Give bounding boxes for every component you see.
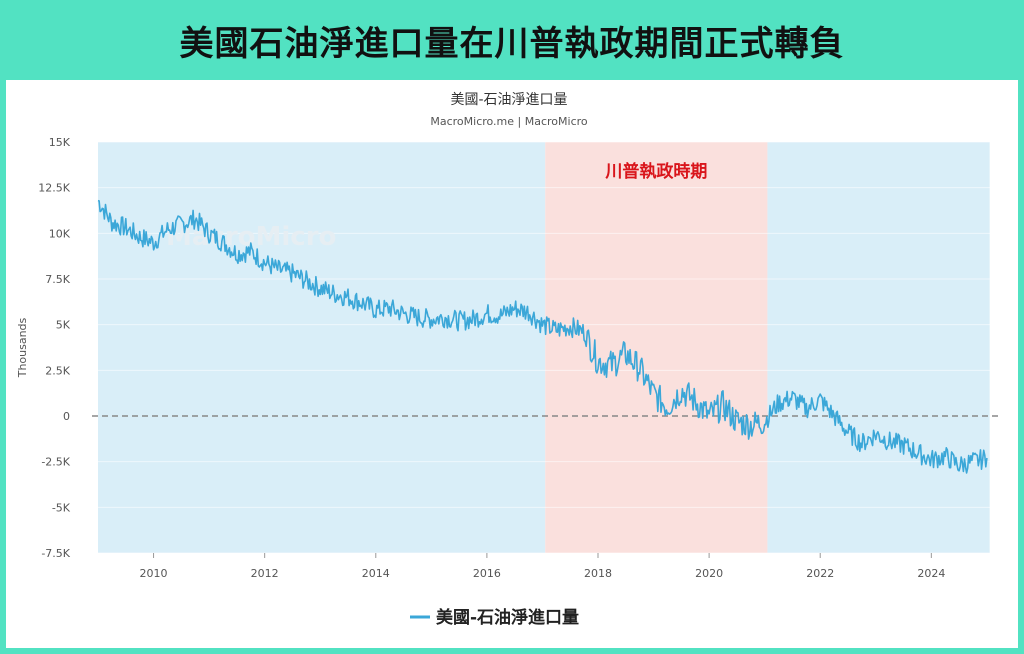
chart-subtitle: MacroMicro.me | MacroMicro — [430, 115, 588, 128]
x-tick-label: 2014 — [362, 567, 390, 580]
y-tick-label: 5K — [56, 319, 71, 332]
y-tick-label: 7.5K — [45, 273, 70, 286]
y-axis-ticks: 15K 12.5K 10K 7.5K 5K 2.5K 0 -2.5K -5K -7.5K — [38, 136, 70, 560]
grid-lines — [92, 141, 998, 554]
chart-title: 美國-石油淨進口量 — [450, 92, 567, 108]
banner-title: 美國石油淨進口量在川普執政期間正式轉負 — [179, 23, 845, 64]
x-tick-label: 2016 — [473, 567, 501, 580]
y-tick-label: 12.5K — [38, 182, 70, 195]
y-tick-label: 2.5K — [45, 364, 70, 377]
y-tick-label: -7.5K — [41, 547, 70, 560]
trump-period-label: 川普執政時期 — [604, 161, 707, 182]
y-tick-label: -5K — [52, 501, 71, 514]
trump-period-band — [545, 142, 768, 553]
y-axis-label: Thousands — [16, 317, 29, 378]
x-tick-label: 2020 — [695, 567, 723, 580]
y-tick-label: -2.5K — [41, 456, 70, 469]
y-tick-label: 10K — [49, 227, 71, 240]
y-tick-label: 15K — [49, 136, 71, 149]
x-tick-label: 2024 — [917, 567, 945, 580]
legend-label: 美國-石油淨進口量 — [436, 607, 579, 628]
period-bands — [98, 142, 990, 553]
series-layer — [97, 199, 988, 474]
chart-panel: MacroMicro 美國-石油淨進口量 MacroMicro.me | Mac… — [6, 80, 1018, 648]
x-tick-label: 2022 — [806, 567, 834, 580]
x-tick-label: 2012 — [251, 567, 279, 580]
x-tick-label: 2018 — [584, 567, 612, 580]
x-axis-ticks: 2010 2012 2014 2016 2018 2020 2022 2024 — [140, 553, 945, 580]
x-tick-label: 2010 — [140, 567, 168, 580]
y-tick-label: 0 — [63, 410, 70, 423]
period-band — [767, 142, 990, 553]
line-chart: MacroMicro 美國-石油淨進口量 MacroMicro.me | Mac… — [16, 92, 998, 628]
period-band — [98, 142, 546, 553]
series-line — [97, 199, 988, 474]
legend[interactable]: 美國-石油淨進口量 — [410, 607, 579, 628]
